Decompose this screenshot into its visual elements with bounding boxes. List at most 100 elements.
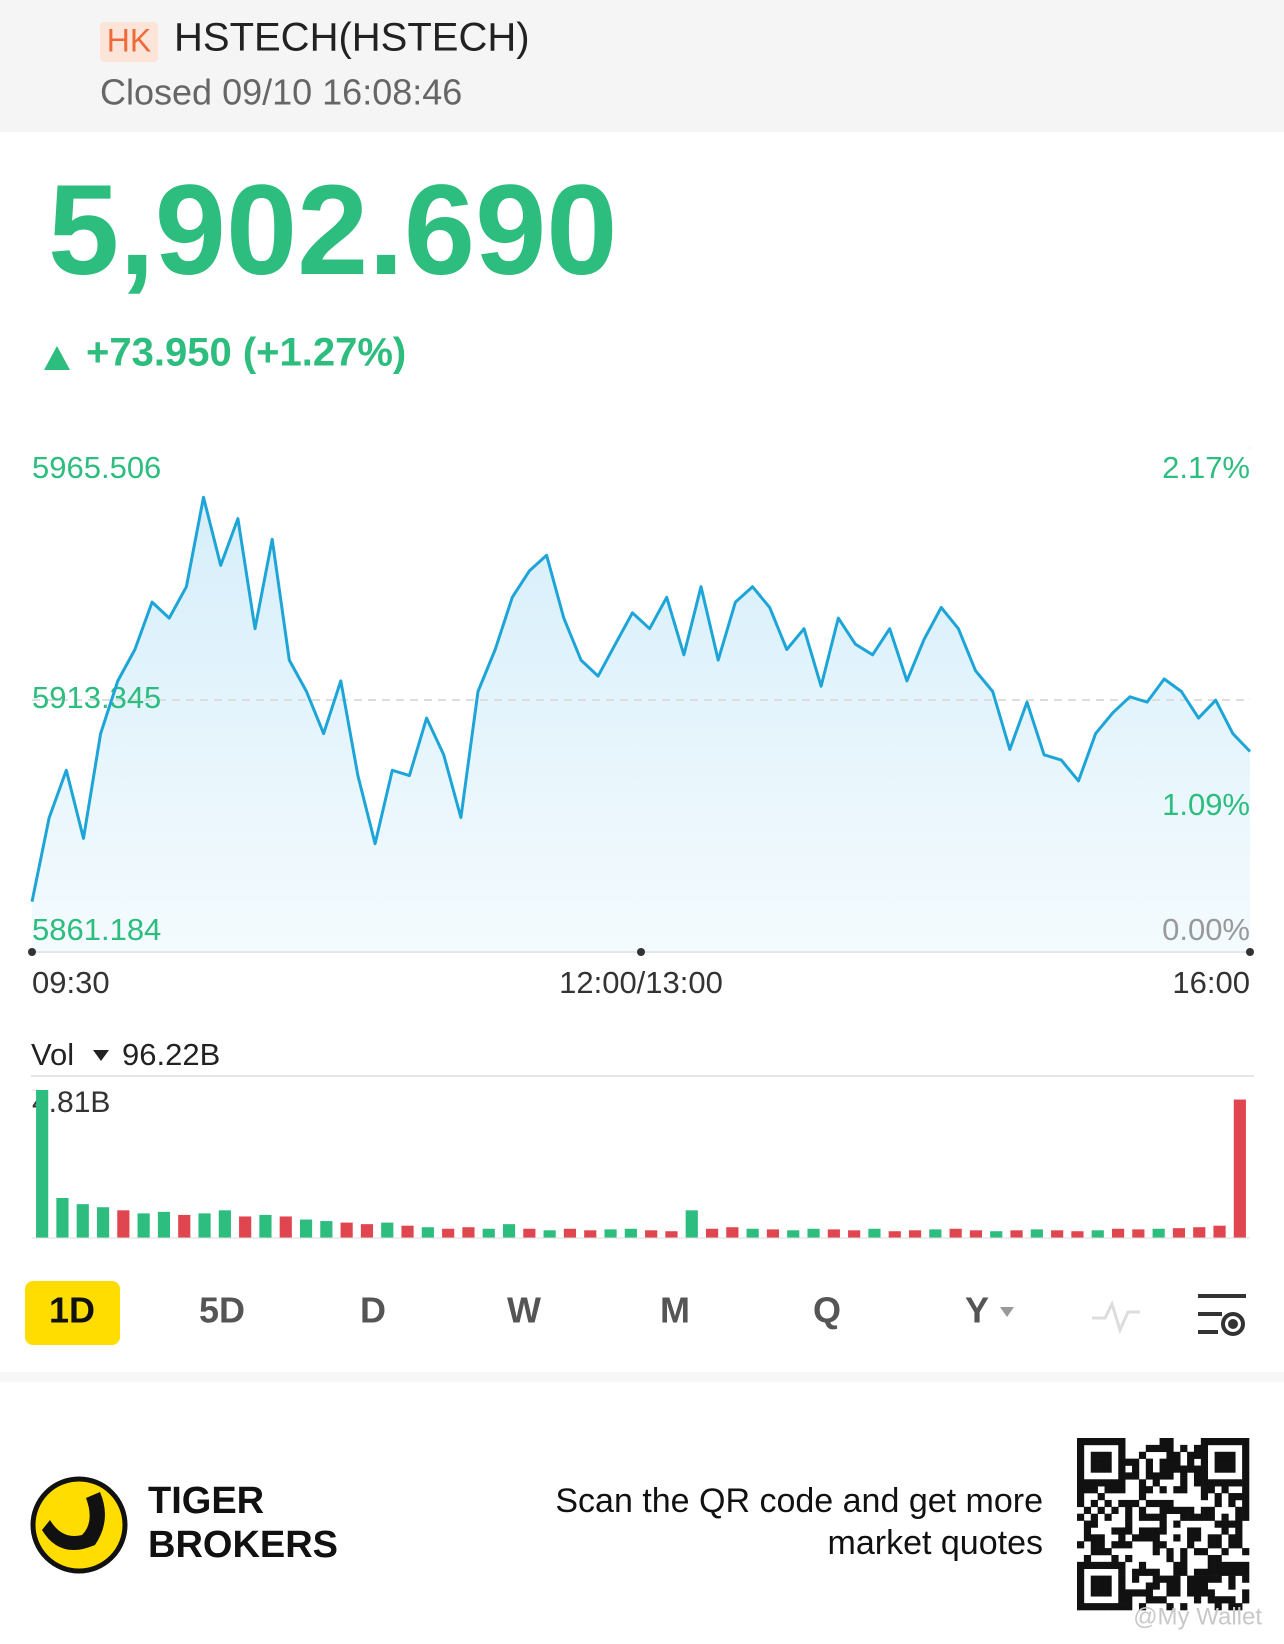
qr-cell bbox=[1111, 1603, 1119, 1611]
volume-bar bbox=[604, 1229, 617, 1238]
volume-bar bbox=[36, 1090, 49, 1238]
qr-cell bbox=[1207, 1486, 1215, 1494]
qr-cell bbox=[1235, 1568, 1243, 1576]
qr-cell bbox=[1180, 1444, 1188, 1453]
tab-dropdown[interactable] bbox=[1000, 1307, 1014, 1317]
header-bar bbox=[0, 0, 1284, 132]
qr-cell bbox=[1097, 1465, 1105, 1473]
price: 5,902.690 bbox=[48, 159, 617, 302]
qr-cell bbox=[1125, 1554, 1133, 1563]
qr-cell bbox=[1207, 1513, 1215, 1521]
qr-cell bbox=[1145, 1444, 1153, 1453]
qr-cell bbox=[1242, 1486, 1250, 1494]
qr-cell bbox=[1235, 1603, 1243, 1611]
volume-bar bbox=[1233, 1099, 1246, 1238]
qr-cell bbox=[1228, 1596, 1236, 1604]
qr-cell bbox=[1138, 1568, 1147, 1576]
qr-cell bbox=[1145, 1596, 1153, 1604]
qr-cell bbox=[1138, 1603, 1147, 1611]
qr-cell bbox=[1138, 1561, 1147, 1570]
qr-cell bbox=[1187, 1458, 1195, 1466]
qr-cell bbox=[1090, 1575, 1098, 1583]
qr-cell bbox=[1077, 1472, 1085, 1480]
qr-cell bbox=[1228, 1541, 1236, 1549]
qr-cell bbox=[1090, 1534, 1098, 1542]
qr-cell bbox=[1118, 1561, 1126, 1570]
qr-cell bbox=[1118, 1596, 1126, 1604]
qr-cell bbox=[1235, 1527, 1243, 1535]
qr-cell bbox=[1077, 1451, 1085, 1459]
tab[interactable]: Y bbox=[965, 1290, 989, 1331]
qr-cell bbox=[1090, 1589, 1098, 1597]
qr-cell bbox=[1166, 1458, 1174, 1466]
qr-cell bbox=[1228, 1438, 1236, 1446]
tab[interactable]: W bbox=[507, 1290, 541, 1331]
qr-cell bbox=[1111, 1554, 1119, 1563]
qr-cell bbox=[1235, 1520, 1243, 1528]
volume-bar bbox=[320, 1221, 333, 1238]
tab[interactable]: 1D bbox=[49, 1290, 95, 1331]
qr-cell bbox=[1187, 1527, 1195, 1535]
qr-cell bbox=[1187, 1589, 1195, 1597]
qr-cell bbox=[1207, 1575, 1215, 1583]
qr-cell bbox=[1097, 1451, 1105, 1459]
tab[interactable]: M bbox=[660, 1290, 690, 1331]
qr-cell bbox=[1221, 1561, 1229, 1570]
qr-cell bbox=[1193, 1582, 1202, 1590]
qr-cell bbox=[1104, 1561, 1112, 1570]
qr-cell bbox=[1104, 1513, 1112, 1521]
qr-cell bbox=[1097, 1479, 1105, 1487]
qr-cell bbox=[1221, 1451, 1229, 1459]
qr-cell bbox=[1173, 1534, 1181, 1542]
qr-cell bbox=[1235, 1438, 1243, 1446]
settings-icon[interactable] bbox=[1198, 1294, 1246, 1336]
qr-cell bbox=[1152, 1499, 1160, 1508]
qr-cell bbox=[1180, 1568, 1188, 1576]
volume-bar bbox=[117, 1210, 130, 1238]
qr-cell bbox=[1152, 1582, 1160, 1590]
volume-bar bbox=[1051, 1230, 1064, 1238]
qr-cell bbox=[1221, 1513, 1229, 1521]
qr-cell bbox=[1104, 1499, 1112, 1508]
qr-cell bbox=[1180, 1603, 1188, 1611]
qr-cell bbox=[1214, 1534, 1222, 1542]
qr-cell bbox=[1145, 1465, 1153, 1473]
qr-cell bbox=[1118, 1603, 1126, 1611]
qr-cell bbox=[1200, 1506, 1209, 1514]
vol-dropdown[interactable] bbox=[93, 1050, 109, 1061]
qr-cell bbox=[1228, 1520, 1236, 1528]
qr-cell bbox=[1207, 1479, 1215, 1487]
volume-bar bbox=[1010, 1230, 1023, 1238]
volume-bar bbox=[1213, 1225, 1226, 1238]
tab[interactable]: 5D bbox=[199, 1290, 245, 1331]
brand-line: TIGER bbox=[148, 1480, 264, 1522]
qr-cell bbox=[1104, 1458, 1112, 1466]
qr-cell bbox=[1173, 1575, 1181, 1583]
qr-cell bbox=[1118, 1534, 1126, 1542]
qr-cell bbox=[1242, 1568, 1250, 1576]
qr-cell bbox=[1242, 1575, 1250, 1583]
market-badge bbox=[100, 22, 158, 62]
volume-bar bbox=[157, 1211, 171, 1238]
qr-cell bbox=[1159, 1506, 1167, 1514]
volume-bar bbox=[218, 1210, 231, 1238]
qr-cell bbox=[1138, 1486, 1147, 1494]
qr-code bbox=[1077, 1438, 1250, 1611]
y-tick-label: 5913.345 bbox=[32, 680, 161, 715]
tab[interactable]: Q bbox=[813, 1290, 841, 1331]
qr-cell bbox=[1242, 1438, 1250, 1446]
qr-cell bbox=[1077, 1493, 1085, 1501]
qr-cell bbox=[1118, 1582, 1126, 1590]
indicator-icon[interactable] bbox=[1092, 1299, 1140, 1335]
tab[interactable]: D bbox=[360, 1290, 386, 1331]
qr-cell bbox=[1104, 1438, 1112, 1446]
qr-cell bbox=[1111, 1561, 1119, 1570]
qr-cell bbox=[1125, 1513, 1133, 1521]
qr-cell bbox=[1180, 1561, 1188, 1570]
qr-cell bbox=[1097, 1541, 1105, 1549]
volume-bar bbox=[645, 1230, 658, 1238]
volume-bar bbox=[990, 1231, 1003, 1238]
qr-cell bbox=[1090, 1479, 1098, 1487]
volume-bar bbox=[1132, 1229, 1145, 1238]
volume-bar bbox=[969, 1230, 983, 1238]
